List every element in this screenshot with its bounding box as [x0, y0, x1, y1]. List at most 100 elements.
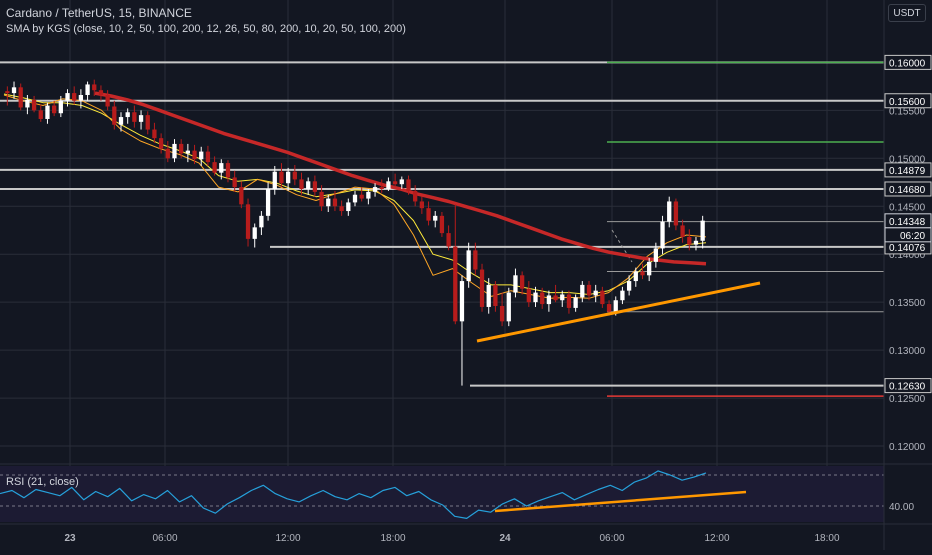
candle-body-28 [192, 150, 197, 160]
candle-body-42 [286, 171, 291, 184]
candle-body-102 [687, 236, 692, 245]
candle-body-5 [38, 110, 43, 119]
candle-body-14 [98, 90, 104, 95]
x-tick-label-2: 12:00 [275, 533, 300, 544]
x-tick-label-6: 12:00 [704, 533, 729, 544]
price-tag-label-6: 0.12630 [889, 382, 926, 393]
candle-body-56 [379, 187, 384, 189]
candle-body-43 [292, 171, 297, 180]
candle-body-86 [580, 284, 585, 298]
price-tags: 0.16000 0.15600 0.14879 0.14680 0.14348 0.140… [884, 54, 932, 394]
candle-body-67 [453, 246, 458, 322]
sma-200-line [94, 91, 707, 266]
candle-body-85 [573, 297, 578, 308]
candle-body-70 [473, 250, 478, 270]
candle-body-52 [352, 194, 358, 203]
candle-body-77 [520, 275, 525, 289]
candle-body-72 [486, 284, 491, 307]
candle-body-68 [459, 281, 465, 322]
rsi-line [0, 470, 707, 520]
candle-body-51 [346, 202, 351, 212]
candle-body-6 [45, 105, 50, 119]
candle-body-99 [667, 201, 672, 222]
candle-body-50 [339, 206, 344, 212]
candle-body-37 [252, 227, 257, 239]
rsi-legend[interactable]: RSI (21, close) [6, 476, 79, 488]
countdown-label: 06:20 [900, 231, 925, 242]
y-tick-label-1: 0.15000 [889, 154, 926, 165]
candle-body-103 [693, 240, 699, 245]
y-tick-label-4: 0.13500 [889, 298, 926, 309]
candle-body-94 [633, 271, 638, 282]
candle-body-18 [125, 112, 130, 118]
candle-body-24 [165, 148, 170, 159]
candle-body-60 [406, 179, 411, 191]
candle-body-93 [626, 281, 632, 291]
candle-body-92 [620, 290, 625, 301]
chart-title[interactable]: Cardano / TetherUS, 15, BINANCE [6, 6, 192, 20]
candle-body-11 [78, 94, 84, 101]
candle-body-9 [65, 93, 70, 101]
candle-body-19 [132, 112, 137, 122]
candle-body-25 [172, 143, 177, 159]
x-tick-label-3: 18:00 [380, 533, 405, 544]
candle-body-26 [179, 143, 184, 154]
candle-body-101 [680, 225, 685, 237]
price-tag-label-0: 0.16000 [889, 58, 926, 69]
y-tick-label-7: 0.12000 [889, 442, 926, 453]
trendlines [476, 281, 761, 513]
candle-body-97 [653, 248, 658, 262]
candle-body-46 [312, 181, 318, 192]
candle-body-91 [613, 300, 618, 312]
candle-body-79 [533, 292, 538, 303]
candle-body-59 [399, 179, 404, 185]
candle-body-39 [265, 188, 271, 216]
candle-body-34 [232, 177, 237, 188]
candle-body-29 [199, 151, 204, 160]
candle-body-35 [239, 187, 244, 205]
price-tag-box-1 [884, 93, 932, 109]
candle-body-71 [479, 269, 485, 307]
price-tag-label-4: 0.14348 [889, 217, 926, 228]
price-tag-box-3 [884, 181, 932, 197]
candle-body-47 [319, 191, 324, 207]
y-tick-label-3: 0.14000 [889, 250, 926, 261]
candle-body-21 [145, 115, 150, 130]
x-tick-label-1: 06:00 [152, 533, 177, 544]
candle-body-36 [245, 204, 251, 239]
candle-body-76 [513, 275, 518, 293]
candle-body-78 [526, 288, 531, 303]
candle-body-32 [219, 163, 224, 173]
rsi-trendline [494, 490, 747, 513]
y-tick-label-5: 0.13000 [889, 346, 926, 357]
candle-body-44 [299, 179, 304, 189]
candle-body-48 [326, 198, 331, 207]
candle-body-40 [272, 171, 277, 189]
candle-body-54 [366, 191, 371, 199]
candle-body-38 [259, 215, 264, 228]
candle-body-62 [419, 201, 424, 209]
candle-body-58 [392, 181, 398, 185]
indicator-legend[interactable]: SMA by KGS (close, 10, 2, 50, 100, 200, … [6, 23, 406, 35]
candle-body-87 [586, 284, 592, 296]
candle-body-45 [306, 181, 311, 189]
candle-body-53 [359, 194, 364, 199]
candle-body-7 [52, 105, 57, 114]
candle-body-63 [426, 208, 431, 221]
candle-body-100 [673, 201, 679, 226]
candle-body-82 [553, 295, 558, 301]
candle-body-61 [413, 190, 418, 202]
candle-body-55 [372, 187, 378, 192]
rsi-pane [0, 466, 884, 522]
candle-body-80 [540, 292, 545, 305]
candle-body-41 [279, 171, 284, 184]
candle-body-89 [600, 290, 605, 305]
candle-body-1 [11, 87, 17, 94]
horizontal-levels [0, 61, 884, 397]
price-tag-box-0 [884, 54, 932, 70]
currency-button[interactable]: USDT [888, 4, 926, 22]
support-trendline [476, 281, 761, 343]
